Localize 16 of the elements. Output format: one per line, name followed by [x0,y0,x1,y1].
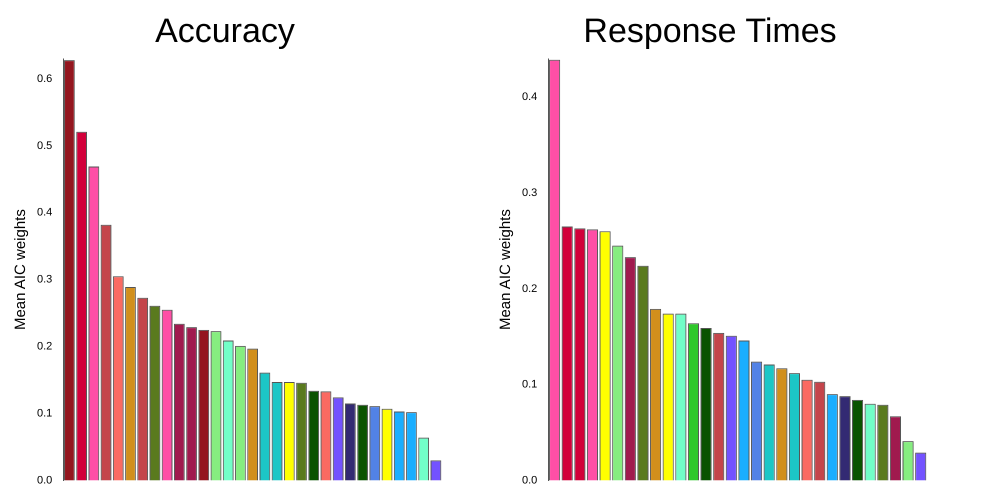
y-tick-label: 0.3 [522,186,538,199]
y-tick-label: 0.3 [36,274,52,286]
y-tick-label: 0.5 [36,140,52,152]
y-tick-label: 0.4 [522,91,538,104]
chart-title: Response Times [583,12,837,50]
chart-title: Accuracy [155,12,295,50]
y-tick-label: 0.6 [36,72,52,85]
y-tick-label: 0.4 [36,206,52,219]
y-axis-title: Mean AIC weights [12,209,30,330]
y-tick-label: 0.2 [36,340,52,353]
y-axis-title: Mean AIC weights [497,209,514,330]
y-tick-label: 0.0 [36,474,52,486]
y-tick-label: 0.1 [36,408,52,420]
y-tick-label: 0.1 [522,378,538,391]
y-tick-label: 0.0 [522,474,538,486]
y-tick-label: 0.2 [522,282,538,295]
